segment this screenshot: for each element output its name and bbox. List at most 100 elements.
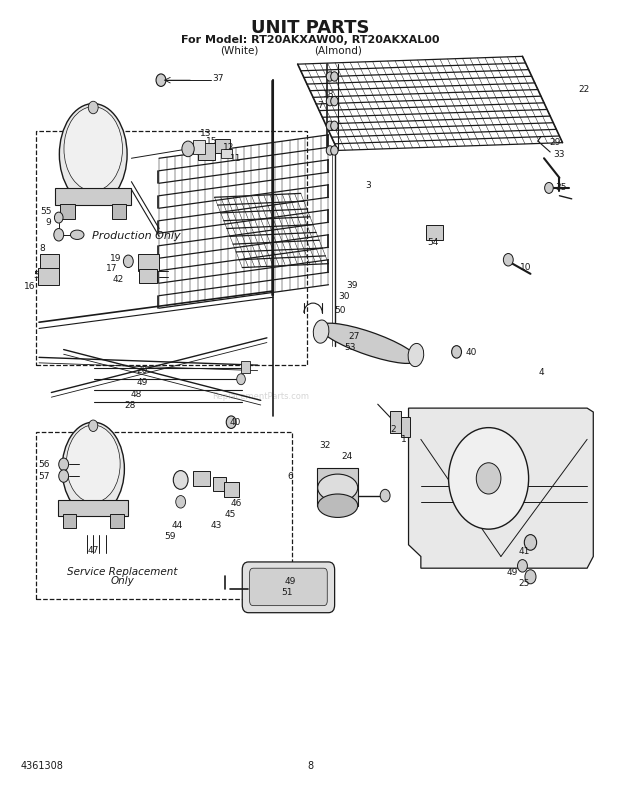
Circle shape (175, 495, 185, 508)
Text: 37: 37 (212, 74, 223, 83)
Bar (60, 203, 75, 219)
Circle shape (448, 428, 529, 529)
Text: 41: 41 (518, 547, 530, 557)
Text: ReplacementParts.com: ReplacementParts.com (212, 392, 309, 401)
Ellipse shape (71, 230, 84, 239)
Circle shape (54, 228, 64, 241)
Circle shape (226, 416, 236, 429)
Bar (241, 361, 250, 373)
Text: 2: 2 (391, 425, 396, 434)
Circle shape (330, 97, 338, 106)
Text: 50: 50 (334, 306, 345, 315)
Ellipse shape (490, 435, 502, 466)
Circle shape (503, 254, 513, 266)
Ellipse shape (60, 104, 127, 205)
Bar (139, 269, 157, 283)
Text: 54: 54 (427, 238, 439, 247)
Text: Only: Only (110, 576, 134, 586)
Text: 57: 57 (38, 472, 50, 480)
Text: 30: 30 (338, 292, 350, 301)
Circle shape (55, 212, 63, 223)
Text: 33: 33 (554, 150, 565, 159)
Ellipse shape (317, 474, 358, 502)
Text: 9: 9 (45, 217, 51, 227)
Text: 27: 27 (348, 332, 360, 341)
Text: Service Replacement: Service Replacement (67, 567, 177, 577)
Text: 1: 1 (401, 435, 407, 444)
Text: 6: 6 (288, 472, 293, 480)
Text: 59: 59 (164, 531, 175, 541)
Circle shape (237, 374, 246, 385)
FancyBboxPatch shape (242, 562, 335, 613)
Circle shape (476, 463, 501, 494)
Bar (426, 225, 443, 240)
Circle shape (518, 560, 528, 572)
Text: 11: 11 (231, 154, 242, 162)
FancyBboxPatch shape (250, 568, 327, 606)
Bar (36, 432, 291, 600)
Ellipse shape (458, 454, 482, 468)
Text: 48: 48 (131, 389, 142, 399)
Circle shape (326, 71, 334, 81)
Circle shape (326, 121, 334, 130)
Text: (Almond): (Almond) (314, 46, 361, 56)
Ellipse shape (486, 495, 506, 518)
Text: 56: 56 (38, 460, 50, 469)
Circle shape (525, 535, 537, 550)
Bar (198, 143, 215, 160)
Bar (110, 514, 124, 528)
Bar (112, 203, 126, 219)
Bar (138, 254, 159, 272)
Circle shape (123, 255, 133, 268)
Text: 53: 53 (344, 343, 356, 352)
Text: 55: 55 (41, 206, 52, 216)
Text: 45: 45 (224, 509, 236, 519)
Text: 12: 12 (223, 143, 234, 152)
Bar (55, 188, 131, 205)
Bar (213, 476, 226, 491)
Text: 18: 18 (323, 89, 334, 99)
Ellipse shape (66, 425, 120, 502)
Text: 22: 22 (578, 85, 590, 94)
Text: 4361308: 4361308 (20, 761, 63, 771)
Text: 16: 16 (24, 282, 35, 290)
Text: 39: 39 (346, 281, 358, 290)
Text: 40: 40 (229, 418, 241, 427)
Bar (38, 268, 60, 285)
Ellipse shape (408, 343, 423, 367)
Text: 43: 43 (211, 520, 222, 530)
Text: 10: 10 (520, 263, 531, 272)
Text: 47: 47 (87, 546, 99, 555)
Polygon shape (409, 408, 593, 568)
Text: 4: 4 (538, 368, 544, 378)
Text: 29: 29 (549, 138, 560, 147)
Circle shape (59, 458, 69, 470)
Circle shape (89, 420, 98, 432)
Bar (317, 468, 358, 506)
Text: 42: 42 (112, 275, 123, 284)
Bar (58, 500, 128, 516)
Text: Production Only: Production Only (92, 232, 180, 241)
Circle shape (59, 469, 69, 482)
Text: UNIT PARTS: UNIT PARTS (250, 19, 370, 37)
Text: 49: 49 (285, 577, 296, 586)
Bar (215, 139, 230, 153)
Circle shape (380, 489, 390, 502)
Bar (36, 131, 307, 365)
Bar (193, 141, 205, 155)
Text: 3: 3 (366, 181, 371, 190)
Text: 49: 49 (507, 568, 518, 577)
Text: 49: 49 (137, 378, 148, 387)
Bar (401, 418, 410, 437)
Text: 13: 13 (200, 129, 211, 137)
Circle shape (326, 146, 334, 155)
Bar (224, 481, 239, 497)
Circle shape (451, 345, 461, 358)
Text: 24: 24 (342, 452, 353, 461)
Bar (390, 411, 401, 433)
Text: 51: 51 (281, 588, 293, 597)
Ellipse shape (501, 469, 523, 488)
Circle shape (525, 570, 536, 584)
Ellipse shape (317, 494, 358, 517)
Ellipse shape (463, 481, 477, 510)
